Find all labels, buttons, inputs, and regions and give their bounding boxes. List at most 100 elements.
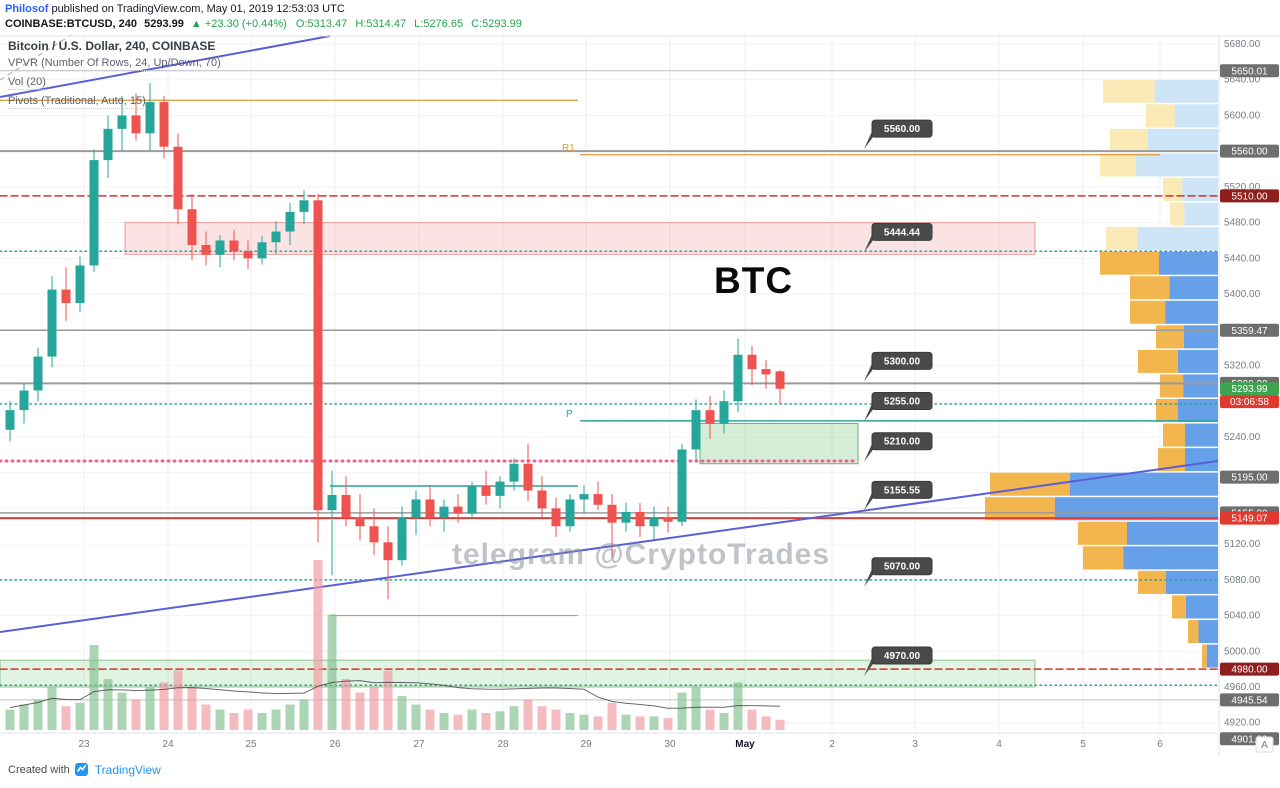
callout-text: 5155.55 xyxy=(884,485,921,496)
trend-line[interactable] xyxy=(0,17,99,81)
volume-bar xyxy=(775,719,785,730)
candle-body xyxy=(33,356,43,391)
published-text: published on TradingView.com, May 01, 20… xyxy=(48,3,345,15)
symbol-line: COINBASE:BTCUSD, 240 5293.99 ▲ +23.30 (+… xyxy=(5,18,527,30)
pivot-label: R1 xyxy=(562,143,575,154)
candle-body xyxy=(173,146,183,210)
price-callout[interactable]: 5255.00 xyxy=(864,392,933,422)
vpvr-buy-segment xyxy=(1054,497,1218,521)
volume-bar xyxy=(145,687,155,730)
volume-bar xyxy=(5,709,15,730)
btc-text-annotation: BTC xyxy=(714,260,794,301)
trend-line[interactable] xyxy=(0,35,331,98)
volume-profile xyxy=(985,79,1218,668)
volume-bar xyxy=(425,709,435,730)
price-axis-label: 5000.00 xyxy=(1224,646,1261,657)
price-axis-label: 4960.00 xyxy=(1224,682,1261,693)
volume-bar xyxy=(19,704,29,730)
vpvr-buy-segment xyxy=(1182,177,1218,202)
auto-scale-button[interactable]: A xyxy=(1255,736,1274,753)
candle-body xyxy=(159,102,169,147)
badge-text: 4945.54 xyxy=(1231,695,1268,706)
candle-body xyxy=(719,401,729,424)
callout-box xyxy=(871,392,933,411)
publish-header: Philosof published on TradingView.com, M… xyxy=(0,0,1280,35)
price-axis-badge: 5359.47 xyxy=(1220,323,1279,337)
price-axis-label: 5520.00 xyxy=(1224,182,1261,193)
candle-body xyxy=(677,449,687,522)
price-callout[interactable]: 5155.55 xyxy=(864,480,933,511)
volume-bar xyxy=(187,687,197,730)
volume-bar xyxy=(677,692,687,730)
volume-bar xyxy=(201,704,211,730)
volume-bar xyxy=(131,699,141,730)
vpvr-buy-segment xyxy=(1147,128,1218,152)
vpvr-sell-segment xyxy=(1138,570,1166,594)
time-axis-label: 27 xyxy=(413,739,425,750)
auto-scale-box xyxy=(1255,736,1274,753)
publish-line: Philosof published on TradingView.com, M… xyxy=(5,3,345,15)
trend-line[interactable] xyxy=(0,460,1219,633)
vpvr-sell-segment xyxy=(1130,276,1170,300)
volume-bar xyxy=(327,614,337,730)
candle-body xyxy=(131,115,141,134)
callout-box xyxy=(871,119,933,138)
price-callout[interactable]: 5070.00 xyxy=(864,557,933,587)
vpvr-sell-segment xyxy=(1130,300,1166,324)
callout-pointer xyxy=(864,129,873,150)
volume-ma-line xyxy=(9,680,781,709)
badge-background xyxy=(1220,511,1279,525)
price-axis-badge: 5650.01 xyxy=(1220,64,1279,78)
grid xyxy=(0,36,1218,733)
volume-bar xyxy=(341,679,351,730)
price-callout[interactable]: 5210.00 xyxy=(864,432,933,462)
price-callout[interactable]: 5560.00 xyxy=(864,119,933,150)
last-price: 5293.99 xyxy=(144,18,184,30)
time-axis-label: 29 xyxy=(580,739,592,750)
callout-text: 5255.00 xyxy=(884,397,921,408)
price-callout[interactable]: 4970.00 xyxy=(864,646,933,677)
candle-body xyxy=(747,354,757,370)
vpvr-buy-segment xyxy=(1069,472,1218,496)
vpvr-buy-segment xyxy=(1135,153,1218,177)
author-link[interactable]: Philosof xyxy=(5,3,49,15)
created-with-text: Created with xyxy=(8,763,70,776)
volume-bar xyxy=(733,682,743,730)
candle-body xyxy=(579,494,589,500)
tradingview-brand-link[interactable]: TradingView xyxy=(94,762,161,777)
badge-text: 03:06:58 xyxy=(1230,397,1269,408)
price-axis-label: 5480.00 xyxy=(1224,218,1261,229)
price-axis-badge: 5293.99 xyxy=(1220,382,1279,396)
candle-body xyxy=(243,251,253,259)
vpvr-sell-segment xyxy=(1100,153,1136,177)
candle-body xyxy=(635,511,645,527)
vpvr-sell-segment xyxy=(1156,398,1178,423)
price-axis-badge: 4945.54 xyxy=(1220,693,1279,707)
candlesticks xyxy=(5,83,785,600)
candle-body xyxy=(467,486,477,514)
candle-body xyxy=(271,231,281,243)
callout-text: 5210.00 xyxy=(884,437,921,448)
candle-body xyxy=(369,526,379,543)
candle-body xyxy=(117,115,127,129)
price-callout[interactable]: 5300.00 xyxy=(864,351,933,382)
time-axis[interactable]: 23 24 25 26 27 28 29 30 May 2 3 4 5 6 xyxy=(78,739,1163,750)
vpvr-sell-segment xyxy=(1170,202,1185,226)
volume-bar xyxy=(89,645,99,730)
volume-bar xyxy=(481,713,491,730)
symbol-text[interactable]: COINBASE:BTCUSD, 240 xyxy=(5,18,138,30)
callout-text: 5300.00 xyxy=(884,356,921,367)
candle-body xyxy=(89,160,99,266)
price-zones xyxy=(0,222,1036,688)
volume-bar xyxy=(607,702,617,730)
volume-bar xyxy=(383,670,393,730)
price-callout[interactable]: 5444.44 xyxy=(864,222,933,253)
price-axis[interactable]: 5680.00 5640.00 5600.00 5520.00 5480.00 5440.… xyxy=(1220,39,1279,746)
vpvr-sell-segment xyxy=(1110,128,1148,152)
callout-text: 5070.00 xyxy=(884,562,921,573)
volume-bar xyxy=(649,716,659,730)
vpvr-sell-segment xyxy=(1146,104,1175,128)
price-callouts: 5560.00 5444.44 5300.00 5255.00 5210.00 5155.… xyxy=(864,119,933,677)
badge-text: 5195.00 xyxy=(1231,473,1268,484)
